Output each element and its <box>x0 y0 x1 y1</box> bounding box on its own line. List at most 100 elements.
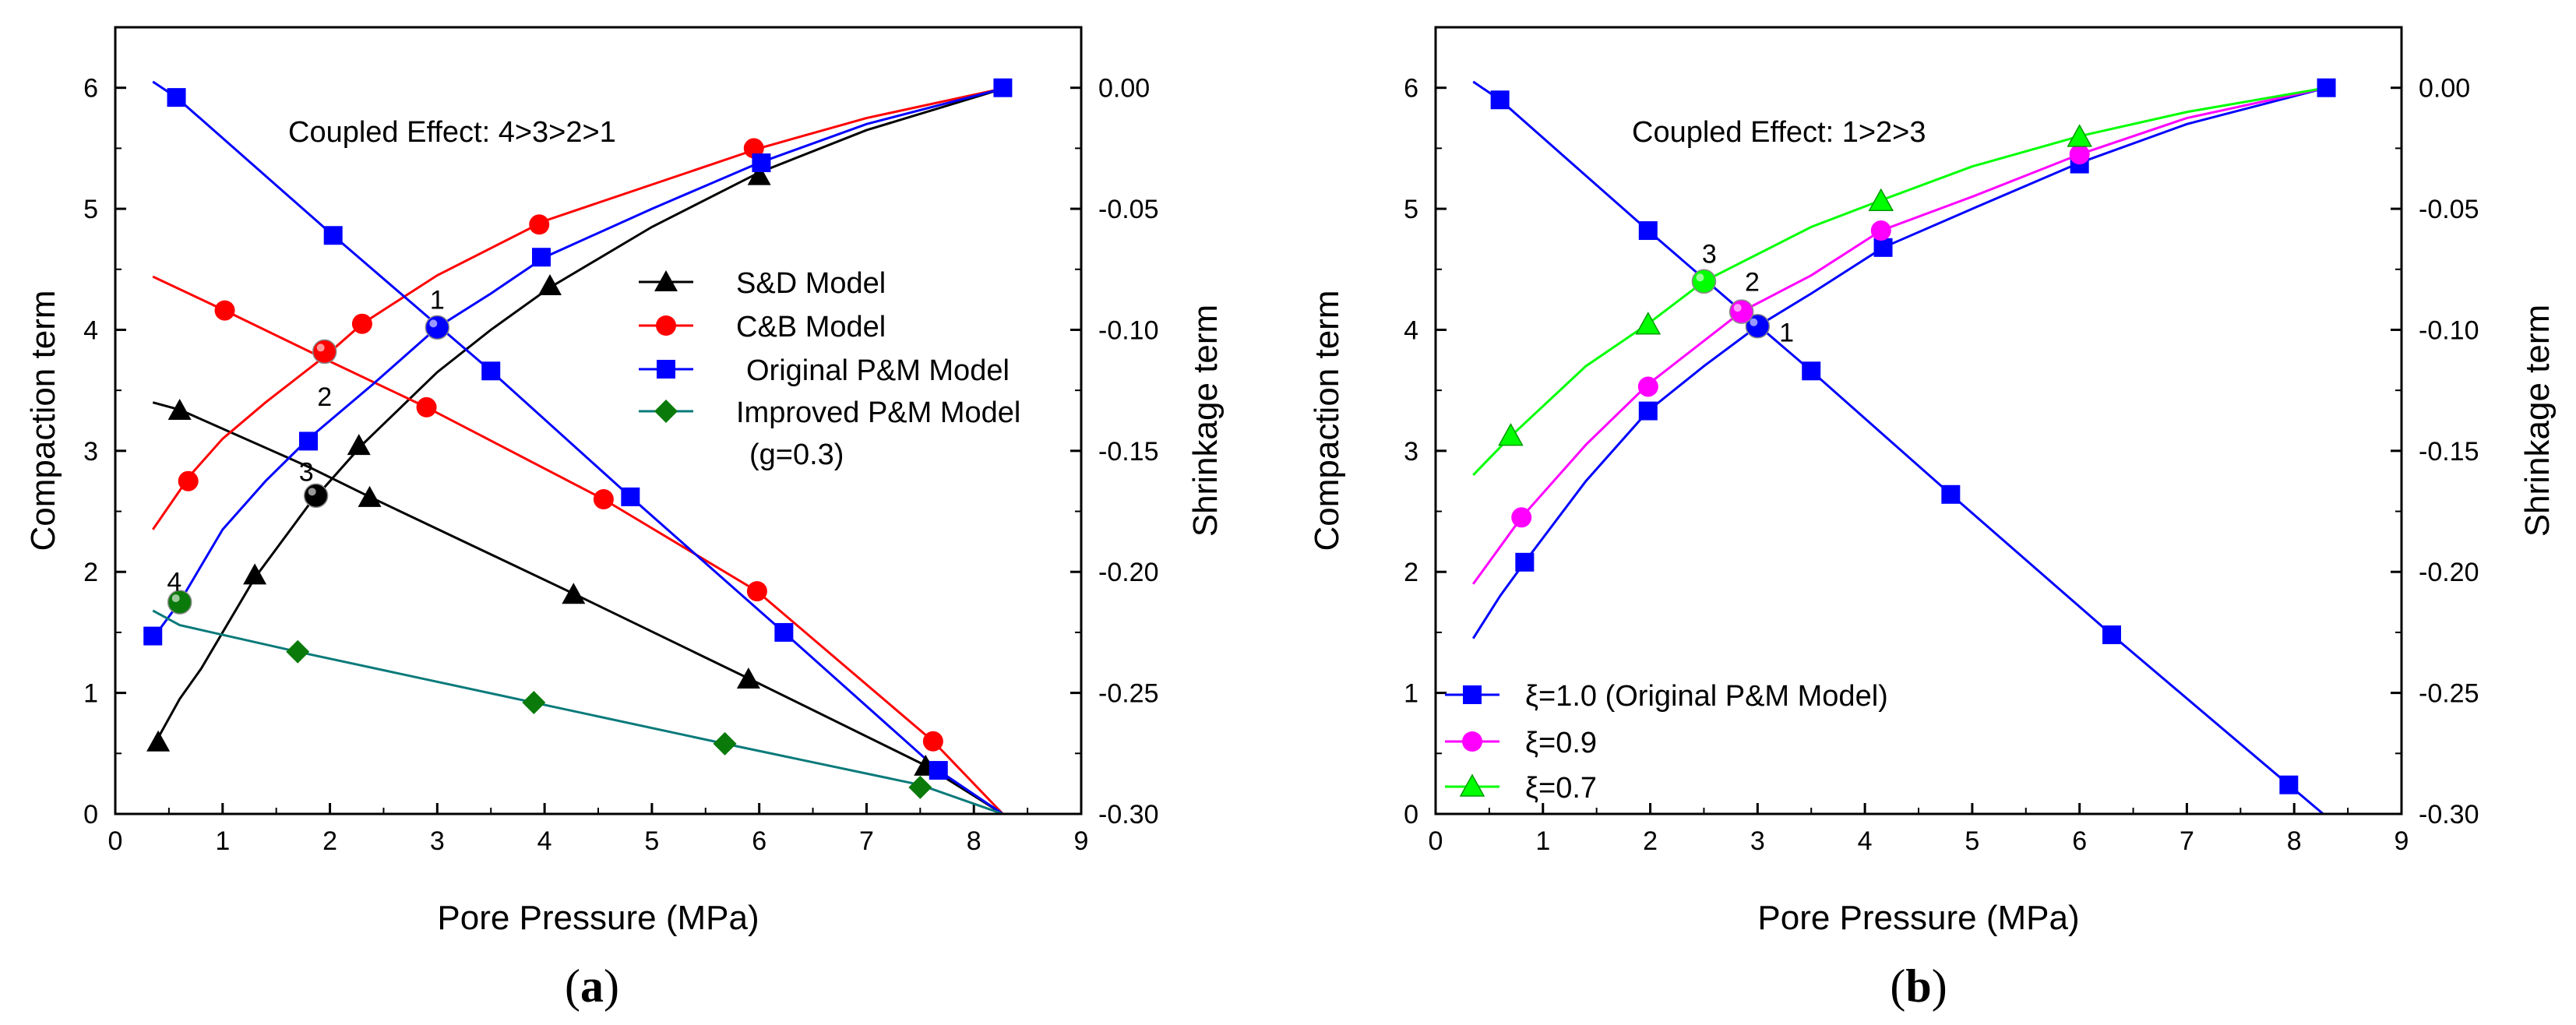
panel-b-intersection-label-2: 2 <box>1745 267 1760 297</box>
panel-a-intersection-label-2: 2 <box>317 382 332 412</box>
panel-a-y2-tick-label: -0.30 <box>1098 800 1159 830</box>
panel-b-subtitle-letter: b <box>1905 960 1931 1012</box>
panel-b-series-0-compaction-point <box>1873 238 1893 257</box>
legend-label-ipm: Improved P&M Model <box>736 396 1020 429</box>
panel-b-y-tick-label: 0 <box>1404 800 1418 830</box>
panel-a-series-1-compaction-point <box>529 214 550 235</box>
panel-a-series-2-compaction-point <box>752 153 771 173</box>
panel-a-series-3-shrinkage-point <box>286 639 310 664</box>
panel-a-series-1-compaction-line <box>151 86 1006 530</box>
panel-b-series-1-compaction-point <box>1637 376 1658 397</box>
panel-a-series-0-compaction-point <box>747 164 771 185</box>
panel-b-y-tick-label: 3 <box>1404 437 1418 467</box>
panel-b-intersection-label-1: 1 <box>1779 319 1794 348</box>
panel-a-series-0-shrinkage-point <box>562 583 586 604</box>
panel-a-y2-tick-label: -0.10 <box>1098 315 1159 345</box>
panel-b-series-0-compaction-point <box>1515 552 1535 572</box>
panel-a-series-2-compaction-point <box>531 248 551 267</box>
panel-a-series-2-shrinkage-point <box>774 622 794 642</box>
panel-a-series-0-compaction-point <box>538 273 562 295</box>
panel-a-frame <box>114 26 1083 815</box>
legend-marker-xi07 <box>1459 773 1485 797</box>
legend-label-xi10: ξ=1.0 (Original P&M Model) <box>1525 680 1888 713</box>
panel-a-series-1-compaction-point <box>351 313 372 334</box>
legend-label-pm: Original P&M Model <box>746 354 1010 387</box>
panel-a-annotation: Coupled Effect: 4>3>2>1 <box>288 116 616 149</box>
panel-b-y-tick-label: 2 <box>1404 558 1418 587</box>
panel-b-series-1-compaction-point <box>1511 507 1532 528</box>
panel-b-x-tick-label: 9 <box>2395 826 2409 856</box>
panel-b-y2-axis-label: Shrinkage term <box>2518 305 2557 537</box>
panel-b-y2-tick-label: -0.30 <box>2419 800 2479 830</box>
panel-b-y-tick-label: 4 <box>1404 315 1418 345</box>
panel-b-series-0-compaction-point <box>1638 401 1658 421</box>
panel-a-y-tick-label: 6 <box>83 74 98 104</box>
panel-b-x-tick-label: 0 <box>1429 826 1443 856</box>
panel-a-series-0-compaction-point <box>146 730 171 752</box>
panel-b: 0 1 2 3 4 5 6 7 8 90123456-0.30-0.25-0.20-0.15-0.… <box>1308 26 2557 1012</box>
panel-a: 0 1 2 3 4 5 6 7 8 9 0 1 2 3 4 5 6 -0.30 -0.25 -0.20 -0.15 -0.… <box>24 26 1225 1012</box>
legend-label-xi07: ξ=0.7 <box>1525 772 1597 805</box>
panel-a-series-0-compaction-point <box>347 434 371 456</box>
legend-marker-pm <box>657 360 675 379</box>
panel-a-series-0-shrinkage-point <box>736 667 760 689</box>
panel-a-series-1-shrinkage-point <box>922 731 943 752</box>
legend-marker-xi10 <box>1463 685 1482 704</box>
panel-a-series-0-shrinkage-point <box>358 485 382 507</box>
panel-b-frame <box>1434 26 2403 815</box>
panel-b-series-2-compaction-line <box>1472 86 2327 476</box>
legend-label-ipm-extra: (g=0.3) <box>749 439 844 471</box>
panel-b-series-0-shrinkage-point <box>1941 484 1961 504</box>
panel-a-subtitle-close: ) <box>604 960 619 1012</box>
panel-a-y2-tick-label: -0.20 <box>1098 558 1159 587</box>
panel-a-subtitle: (a) <box>565 960 619 1012</box>
panel-a-x-tick-label: 6 <box>752 826 766 856</box>
panel-a-y-tick-label: 3 <box>83 437 98 467</box>
panel-b-y-tick-label: 1 <box>1404 679 1418 709</box>
panel-b-series-1-compaction-line <box>1472 86 2327 585</box>
panel-b-subtitle-close: ) <box>1932 960 1947 1012</box>
panel-b-series-1-compaction-point <box>2069 144 2090 165</box>
panel-b-series-2-compaction-point <box>1498 423 1524 446</box>
panel-b-x-tick-label: 7 <box>2180 826 2194 856</box>
panel-b-x-tick-label: 5 <box>1965 826 1979 856</box>
panel-a-series-2-shrinkage-line <box>152 80 1004 814</box>
panel-b-intersection-highlight-3 <box>1696 273 1704 282</box>
panel-a-plot: 0 1 2 3 4 5 6 7 8 9 0 1 2 3 4 5 6 -0.30 -0.25 -0.20 -0.15 -0.… <box>83 74 1158 856</box>
panel-b-series-0-shrinkage-point <box>1802 361 1821 381</box>
panel-a-series-group <box>143 78 1013 814</box>
panel-a-series-2-compaction-point <box>143 626 163 646</box>
panel-b-subtitle-open: ( <box>1890 960 1905 1012</box>
panel-b-y-tick-label: 6 <box>1404 74 1418 104</box>
panel-a-x-tick-label: 7 <box>859 826 874 856</box>
panel-a-subtitle-letter: a <box>580 960 604 1012</box>
panel-a-series-1-shrinkage-point <box>593 489 614 509</box>
panel-a-series-0-compaction-point <box>243 563 267 585</box>
panel-a-x-tick-label: 0 <box>108 826 123 856</box>
panel-b-y-tick-label: 5 <box>1404 195 1418 224</box>
panel-a-series-2-shrinkage-point <box>323 226 343 245</box>
panel-b-x-tick-label: 3 <box>1750 826 1765 856</box>
panel-a-x-tick-label: 9 <box>1074 826 1089 856</box>
panel-a-y-tick-label: 5 <box>83 195 98 224</box>
panel-a-y-tick-label: 4 <box>83 315 98 345</box>
panel-a-intersection-point-2 <box>312 339 337 365</box>
panel-b-subtitle: (b) <box>1890 960 1947 1012</box>
panel-a-intersection-highlight-2 <box>316 343 325 352</box>
panel-a-series-2-shrinkage-point <box>621 487 640 506</box>
panel-b-y2-tick-label: -0.10 <box>2419 315 2479 345</box>
panel-a-series-1-shrinkage-point <box>214 300 235 321</box>
panel-b-y2-tick-label: -0.25 <box>2419 679 2479 709</box>
legend-label-cb: C&B Model <box>736 311 886 343</box>
legend-label-sd: S&D Model <box>736 267 886 300</box>
panel-a-intersection-label-3: 3 <box>299 457 314 487</box>
panel-b-y-axis-label: Compaction term <box>1308 290 1346 551</box>
panel-b-y2-tick-label: -0.05 <box>2419 195 2479 224</box>
panel-b-series-0-shrinkage-point <box>1490 90 1510 110</box>
panel-a-x-axis-label: Pore Pressure (MPa) <box>437 899 759 937</box>
panel-b-series-1-compaction-point <box>1870 220 1891 241</box>
panel-a-series-2-shrinkage-point <box>481 361 501 381</box>
panel-a-series-1-compaction-point <box>743 138 764 159</box>
panel-b-series-0-compaction-point <box>2317 78 2336 97</box>
